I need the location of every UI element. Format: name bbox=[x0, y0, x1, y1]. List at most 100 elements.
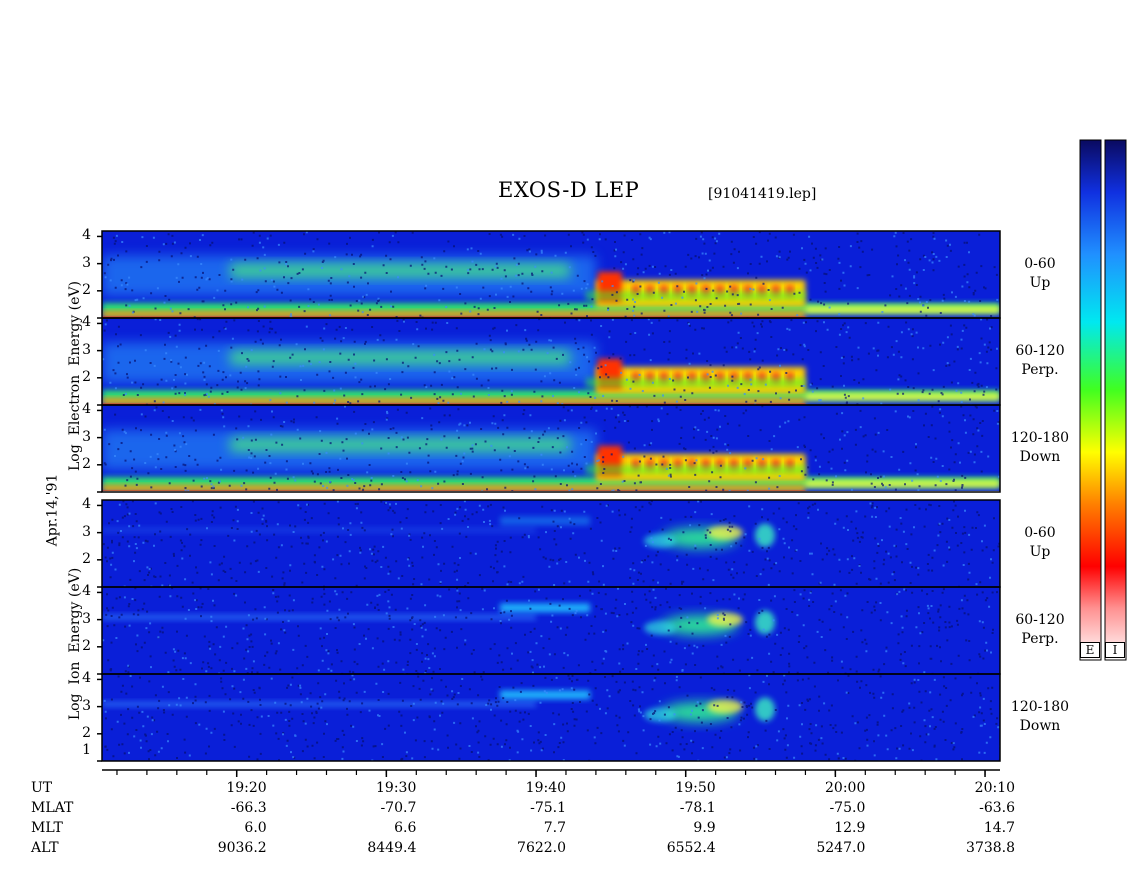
ephemeris-ut: 19:30 bbox=[376, 780, 417, 796]
ion-blob-4 bbox=[644, 620, 676, 635]
energy-tick-label: 2 bbox=[82, 281, 91, 298]
ephemeris-alt: 8449.4 bbox=[367, 840, 417, 856]
ephemeris-alt: 6552.4 bbox=[666, 840, 716, 856]
energy-tick-label: 3 bbox=[82, 523, 91, 540]
channel-range: 60-120 bbox=[1015, 612, 1065, 628]
panel-ion-down bbox=[102, 674, 1000, 761]
ion-blob-3 bbox=[755, 523, 775, 548]
energy-tick-label: 4 bbox=[82, 583, 91, 600]
post-burst-band bbox=[805, 392, 1000, 401]
ion-blob-3 bbox=[755, 610, 775, 635]
panel-ion-up bbox=[102, 500, 1000, 589]
colorbar-ion bbox=[1104, 139, 1127, 661]
ephemeris-ut: 19:40 bbox=[525, 780, 567, 796]
energy-tick-label: 2 bbox=[82, 455, 91, 472]
channel-label: 0-60 Up bbox=[1005, 524, 1075, 562]
row-label-mlat: MLAT bbox=[31, 800, 74, 816]
low-energy-band bbox=[102, 477, 1000, 488]
low-energy-yellow bbox=[102, 485, 806, 491]
colorbar-electron bbox=[1079, 139, 1102, 661]
channel-range: 0-60 bbox=[1024, 256, 1056, 272]
panel-electron-up bbox=[102, 231, 1000, 321]
channel-range: 120-180 bbox=[1010, 430, 1070, 446]
energy-tick-label: 2 bbox=[82, 637, 91, 654]
ion-faint-band bbox=[102, 701, 537, 708]
energy-tick-label: 2 bbox=[82, 368, 91, 385]
ephemeris-mlat: -75.1 bbox=[530, 800, 567, 816]
energy-tick-label: 4 bbox=[82, 314, 91, 331]
panel-background bbox=[102, 587, 1000, 674]
ephemeris-mlt: 12.9 bbox=[834, 820, 866, 836]
ephemeris-mlat: -78.1 bbox=[679, 800, 716, 816]
ion-blob-3 bbox=[755, 697, 775, 722]
channel-direction: Perp. bbox=[1021, 362, 1059, 378]
ion-faint-band bbox=[102, 527, 537, 534]
channel-range: 120-180 bbox=[1010, 699, 1070, 715]
ion-dispersed bbox=[500, 603, 590, 613]
low-energy-band bbox=[102, 303, 1000, 314]
ion-faint-band bbox=[102, 614, 537, 621]
channel-label: 120-180 Down bbox=[1005, 429, 1075, 467]
low-energy-yellow bbox=[102, 398, 806, 405]
date-label: Apr.14,'91 bbox=[44, 473, 61, 547]
channel-label: 60-120 Perp. bbox=[1005, 611, 1075, 649]
post-burst-band bbox=[805, 479, 1000, 488]
green-band bbox=[230, 263, 570, 278]
channel-label: 60-120 Perp. bbox=[1005, 342, 1075, 380]
energy-tick-label: 4 bbox=[82, 401, 91, 418]
ion-blob-4 bbox=[644, 707, 676, 722]
row-label-ut: UT bbox=[31, 780, 53, 796]
low-energy-band bbox=[102, 390, 1000, 401]
ephemeris-ut: 19:20 bbox=[226, 780, 267, 796]
channel-label: 0-60 Up bbox=[1005, 255, 1075, 293]
energy-tick-label: 4 bbox=[82, 670, 91, 687]
energy-tick-label: 4 bbox=[82, 496, 91, 513]
ion-blob-2 bbox=[707, 525, 743, 540]
ephemeris-mlat: -75.0 bbox=[829, 800, 866, 816]
burst-green bbox=[585, 464, 806, 475]
channel-range: 60-120 bbox=[1015, 343, 1065, 359]
panel-background bbox=[102, 674, 1000, 761]
colorbar-ion-label: I bbox=[1105, 642, 1125, 658]
energy-tick-label: 3 bbox=[82, 341, 91, 358]
channel-direction: Up bbox=[1029, 275, 1051, 291]
ephemeris-mlt: 6.6 bbox=[394, 820, 417, 836]
ephemeris-ut: 20:10 bbox=[974, 780, 1016, 796]
low-energy-red bbox=[102, 490, 806, 491]
colorbar-electron-label: E bbox=[1080, 642, 1100, 658]
burst-green bbox=[585, 290, 806, 301]
panel-background bbox=[102, 500, 1000, 587]
electron-axis-label: Log Electron Energy (eV) bbox=[66, 281, 83, 471]
ion-blob-2 bbox=[707, 699, 743, 714]
chart-title: EXOS-D LEP bbox=[498, 178, 640, 202]
ephemeris-mlat: -70.7 bbox=[380, 800, 417, 816]
green-band bbox=[230, 350, 570, 365]
energy-tick-label: 4 bbox=[82, 227, 91, 244]
energy-tick-label: 3 bbox=[82, 697, 91, 714]
ion-dispersed bbox=[500, 690, 590, 700]
channel-direction: Down bbox=[1019, 449, 1061, 465]
energy-tick-label: 2 bbox=[82, 550, 91, 567]
energy-tick-label: 1 bbox=[82, 742, 91, 759]
ephemeris-mlt: 6.0 bbox=[244, 820, 267, 836]
ephemeris-alt: 5247.0 bbox=[816, 840, 866, 856]
energy-tick-label: 3 bbox=[82, 254, 91, 271]
row-label-mlt: MLT bbox=[31, 820, 63, 836]
channel-range: 0-60 bbox=[1024, 525, 1056, 541]
ephemeris-mlt: 14.7 bbox=[983, 820, 1016, 836]
energy-tick-label: 2 bbox=[82, 724, 91, 741]
file-label: [91041419.lep] bbox=[708, 186, 817, 202]
low-energy-yellow bbox=[102, 311, 806, 318]
green-band bbox=[230, 437, 570, 452]
energy-tick-label: 3 bbox=[82, 610, 91, 627]
channel-direction: Down bbox=[1019, 718, 1061, 734]
burst-green bbox=[585, 377, 806, 388]
channel-label: 120-180 Down bbox=[1005, 698, 1075, 736]
ephemeris-ut: 19:50 bbox=[675, 780, 716, 796]
ephemeris-ut: 20:00 bbox=[825, 780, 866, 796]
ion-axis-label: Log Ion Energy (eV) bbox=[67, 567, 84, 721]
row-label-alt: ALT bbox=[31, 840, 59, 856]
ephemeris-alt: 7622.0 bbox=[517, 840, 567, 856]
energy-tick-label: 3 bbox=[82, 428, 91, 445]
